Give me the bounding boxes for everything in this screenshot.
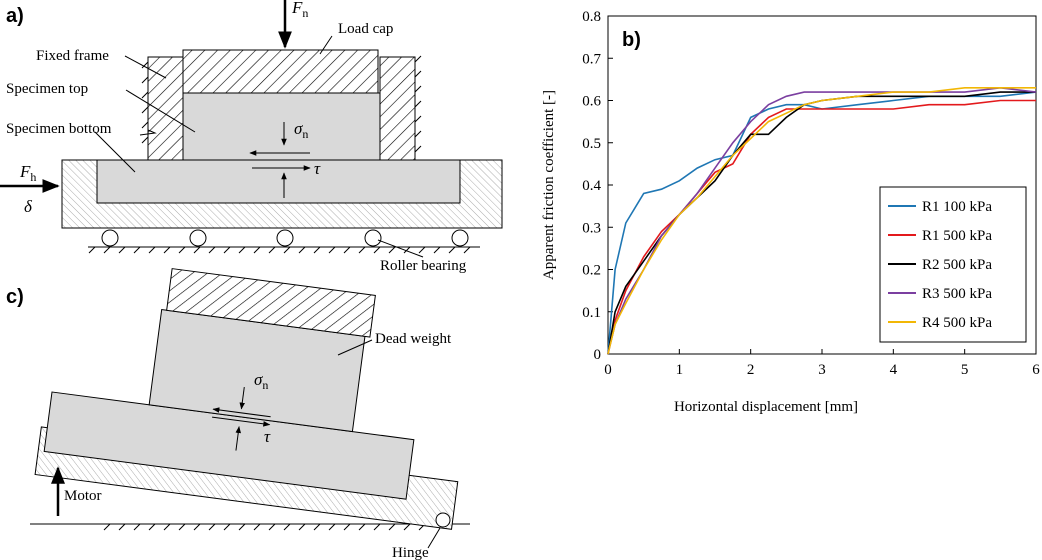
normal-stress-arrow [235, 426, 242, 451]
y-tick-label: 0.4 [582, 178, 601, 194]
x-tick-label: 3 [818, 362, 826, 378]
subscript: h [30, 170, 36, 184]
normal-force-label: Fn [291, 0, 308, 20]
normal-stress-label: σn [294, 119, 308, 141]
x-tick-label: 0 [604, 362, 612, 378]
legend-label: R3 500 kPa [922, 286, 992, 302]
frame-right [379, 56, 416, 161]
shear-stress-label: τ [314, 159, 321, 178]
diagram-c: c) Dead weight Motor Hinge σn τ [6, 268, 470, 560]
legend-label: R2 500 kPa [922, 257, 992, 273]
data-line [607, 87, 1036, 355]
y-tick-label: 0.2 [582, 263, 601, 279]
symbol: σ [294, 119, 303, 138]
shear-arrow [212, 407, 271, 418]
data-line [607, 91, 1036, 355]
specimen-top-label: Specimen top [6, 81, 88, 97]
rollers [101, 229, 469, 247]
x-tick-label: 1 [676, 362, 684, 378]
ground-hatch [88, 246, 471, 254]
y-tick-label: 0.5 [582, 136, 601, 152]
displacement-label: δ [24, 197, 33, 216]
panel-label: a) [6, 5, 24, 27]
legend-label: R4 500 kPa [922, 315, 992, 331]
shear-stress-label: τ [264, 427, 271, 446]
normal-stress-arrow [239, 386, 246, 410]
x-tick-label: 5 [961, 362, 969, 378]
symbol: σ [254, 370, 263, 389]
y-tick-label: 0.8 [582, 9, 601, 25]
ground-hatch [103, 523, 426, 531]
normal-stress-label: σn [254, 370, 268, 392]
legend-label: R1 100 kPa [922, 199, 992, 215]
y-tick-label: 0.6 [582, 94, 601, 110]
subscript: n [302, 127, 308, 141]
load-cap [182, 49, 379, 94]
y-axis-label: Apparent friction coefficient [-] [541, 90, 557, 280]
chart: b) Horizontal displacement [mm] Apparent… [541, 9, 1040, 415]
leader-lines [94, 35, 424, 258]
horizontal-force-label: Fh [19, 162, 36, 184]
y-tick-label: 0.3 [582, 220, 601, 236]
legend-label: R1 500 kPa [922, 228, 992, 244]
dead-weight-label: Dead weight [375, 331, 452, 347]
x-tick-label: 2 [747, 362, 755, 378]
dead-weight [166, 268, 376, 338]
symbol: F [19, 162, 31, 181]
motor-label: Motor [64, 488, 102, 504]
specimen-bottom [96, 159, 461, 204]
shear-arrow [212, 416, 271, 427]
y-tick-label: 0 [594, 347, 602, 363]
leader-lines [337, 339, 441, 549]
roller-bearing-label: Roller bearing [380, 258, 467, 274]
hinge [435, 512, 451, 528]
hinge-label: Hinge [392, 545, 429, 560]
subscript: n [262, 378, 268, 392]
fixed-frame-label: Fixed frame [36, 48, 109, 64]
data-line [607, 99, 1036, 355]
panel-label: b) [622, 29, 641, 51]
frame-left [147, 56, 184, 161]
x-tick-label: 6 [1032, 362, 1040, 378]
y-tick-label: 0.7 [582, 51, 601, 67]
tilted-assembly [34, 268, 459, 530]
specimen-top [182, 92, 381, 161]
load-cap-label: Load cap [338, 21, 393, 37]
specimen-bottom-label: Specimen bottom [6, 121, 112, 137]
x-axis-label: Horizontal displacement [mm] [674, 399, 858, 415]
symbol: F [291, 0, 303, 17]
diagram-a: a) Fn Load cap Fixed frame Specimen top … [0, 0, 503, 274]
panel-label: c) [6, 286, 24, 308]
frame-fixings [141, 55, 422, 153]
subscript: n [302, 6, 308, 20]
x-tick-label: 4 [890, 362, 898, 378]
y-tick-label: 0.1 [582, 305, 601, 321]
